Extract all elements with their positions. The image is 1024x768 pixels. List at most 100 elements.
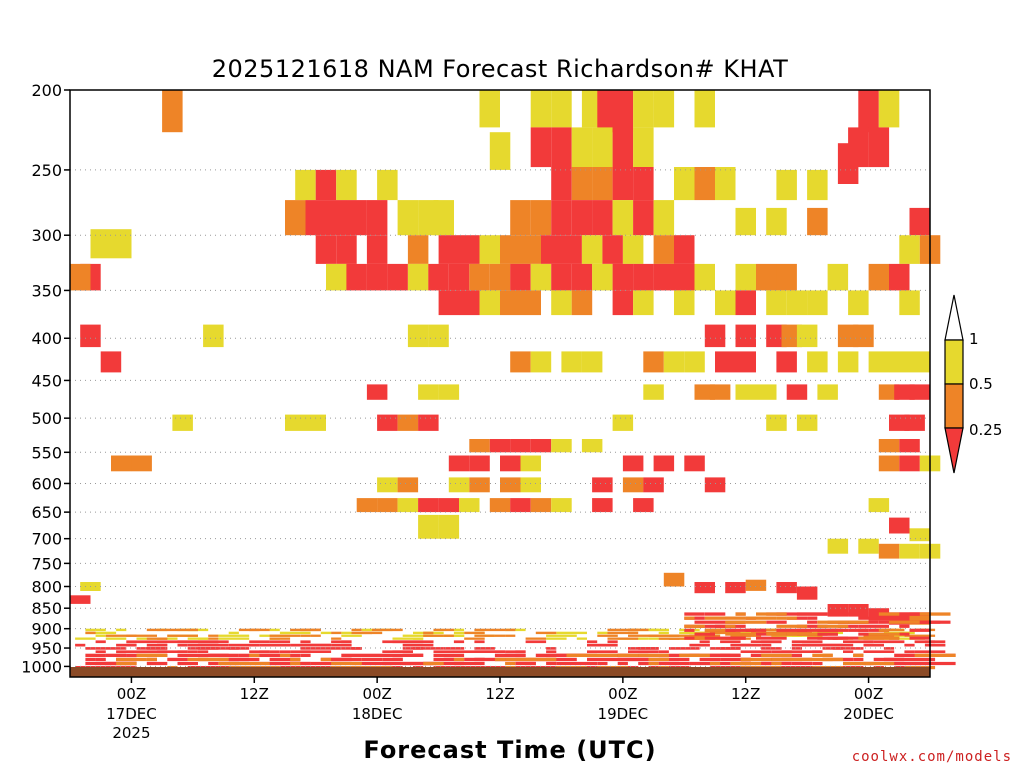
- surface-cell: [863, 650, 895, 653]
- heatmap-cell: [438, 290, 460, 316]
- heatmap-cell: [500, 455, 521, 472]
- heatmap-cell: [694, 384, 715, 400]
- surface-cell: [725, 620, 746, 624]
- heatmap-cell: [551, 290, 572, 316]
- surface-cell: [858, 624, 889, 628]
- surface-cell: [372, 661, 393, 666]
- y-tick-label: 850: [31, 599, 62, 618]
- heatmap-cell: [756, 263, 777, 291]
- heatmap-cell: [448, 263, 470, 291]
- heatmap-cell: [715, 351, 736, 373]
- surface-cell: [858, 616, 889, 620]
- surface-cell: [684, 616, 695, 620]
- surface-cell: [587, 643, 618, 647]
- surface-cell: [791, 634, 823, 637]
- surface-cell: [745, 616, 777, 620]
- surface-cell: [776, 628, 808, 632]
- heatmap-cell: [111, 229, 132, 259]
- heatmap-cell: [827, 538, 849, 554]
- heatmap-cell: [418, 414, 439, 431]
- heatmap-cell: [878, 439, 900, 453]
- heatmap-cell: [653, 263, 675, 291]
- heatmap-cell: [735, 384, 756, 400]
- surface-cell: [423, 631, 434, 635]
- surface-cell: [756, 612, 787, 616]
- heatmap-cell: [909, 384, 930, 400]
- ground-surface: [70, 667, 930, 677]
- heatmap-cell: [131, 455, 152, 472]
- surface-cell: [802, 643, 823, 647]
- heatmap-cell: [438, 384, 460, 400]
- surface-cell: [776, 616, 787, 620]
- surface-cell: [566, 653, 587, 657]
- heatmap-cell: [592, 477, 613, 493]
- surface-cell: [105, 634, 137, 637]
- heatmap-cell: [70, 595, 91, 604]
- heatmap-cell: [653, 90, 675, 128]
- surface-cell: [766, 632, 787, 636]
- y-tick-label: 300: [31, 226, 62, 245]
- surface-cell: [249, 653, 260, 657]
- surface-cell: [638, 653, 669, 657]
- surface-cell: [146, 661, 168, 666]
- surface-cell: [382, 661, 413, 666]
- surface-cell: [796, 628, 828, 632]
- heatmap-cell: [346, 200, 367, 236]
- surface-cell: [269, 661, 301, 666]
- surface-cell: [300, 661, 311, 666]
- surface-cell: [351, 653, 372, 657]
- y-tick-label: 250: [31, 161, 62, 180]
- heatmap-cell: [853, 324, 874, 348]
- surface-cell: [290, 653, 301, 657]
- surface-cell: [771, 661, 782, 666]
- heatmap-cell: [878, 384, 900, 400]
- heatmap-cell: [315, 235, 337, 264]
- heatmap-cell: [70, 263, 91, 291]
- surface-cell: [694, 612, 705, 616]
- surface-cell: [607, 631, 639, 635]
- heatmap-cell: [786, 384, 808, 400]
- surface-cell: [198, 657, 209, 662]
- surface-cell: [658, 631, 669, 635]
- surface-cell: [146, 653, 157, 657]
- heatmap-cell: [612, 414, 634, 431]
- surface-cell: [413, 637, 424, 640]
- legend-arrow-top: [944, 294, 964, 341]
- surface-cell: [648, 647, 659, 650]
- surface-cell: [776, 612, 808, 616]
- heatmap-cell: [909, 528, 930, 542]
- heatmap-cell: [469, 477, 490, 493]
- y-tick-label: 450: [31, 371, 62, 390]
- surface-cell: [924, 643, 946, 647]
- surface-cell: [781, 650, 802, 653]
- surface-cell: [725, 624, 736, 628]
- heatmap-cell: [530, 498, 552, 513]
- chart-title: 2025121618 NAM Forecast Richardson# KHAT: [212, 55, 789, 83]
- heatmap-cell: [807, 169, 828, 201]
- heatmap-cell: [899, 439, 920, 453]
- surface-cell: [756, 636, 787, 640]
- surface-cell: [807, 616, 818, 620]
- surface-cell: [843, 640, 874, 644]
- heatmap-cell: [510, 439, 531, 453]
- heatmap-cell: [377, 498, 398, 513]
- surface-cell: [848, 620, 869, 624]
- heatmap-cell: [305, 200, 326, 236]
- x-tick-date: 17DEC: [106, 705, 157, 723]
- surface-cell: [320, 643, 331, 647]
- surface-cell: [136, 650, 168, 653]
- heatmap-cell: [510, 263, 531, 291]
- surface-cell: [745, 620, 767, 624]
- surface-cell: [807, 620, 818, 624]
- surface-cell: [433, 628, 454, 632]
- heatmap-cell: [817, 384, 838, 400]
- surface-cell: [361, 657, 383, 662]
- surface-cell: [433, 653, 454, 657]
- surface-cell: [453, 640, 465, 644]
- heatmap-cell: [796, 586, 818, 600]
- heatmap-cell: [766, 207, 787, 236]
- surface-cell: [745, 628, 767, 632]
- heatmap-cell: [643, 477, 664, 493]
- heatmap-cell: [909, 351, 930, 373]
- heatmap-cell: [868, 263, 890, 291]
